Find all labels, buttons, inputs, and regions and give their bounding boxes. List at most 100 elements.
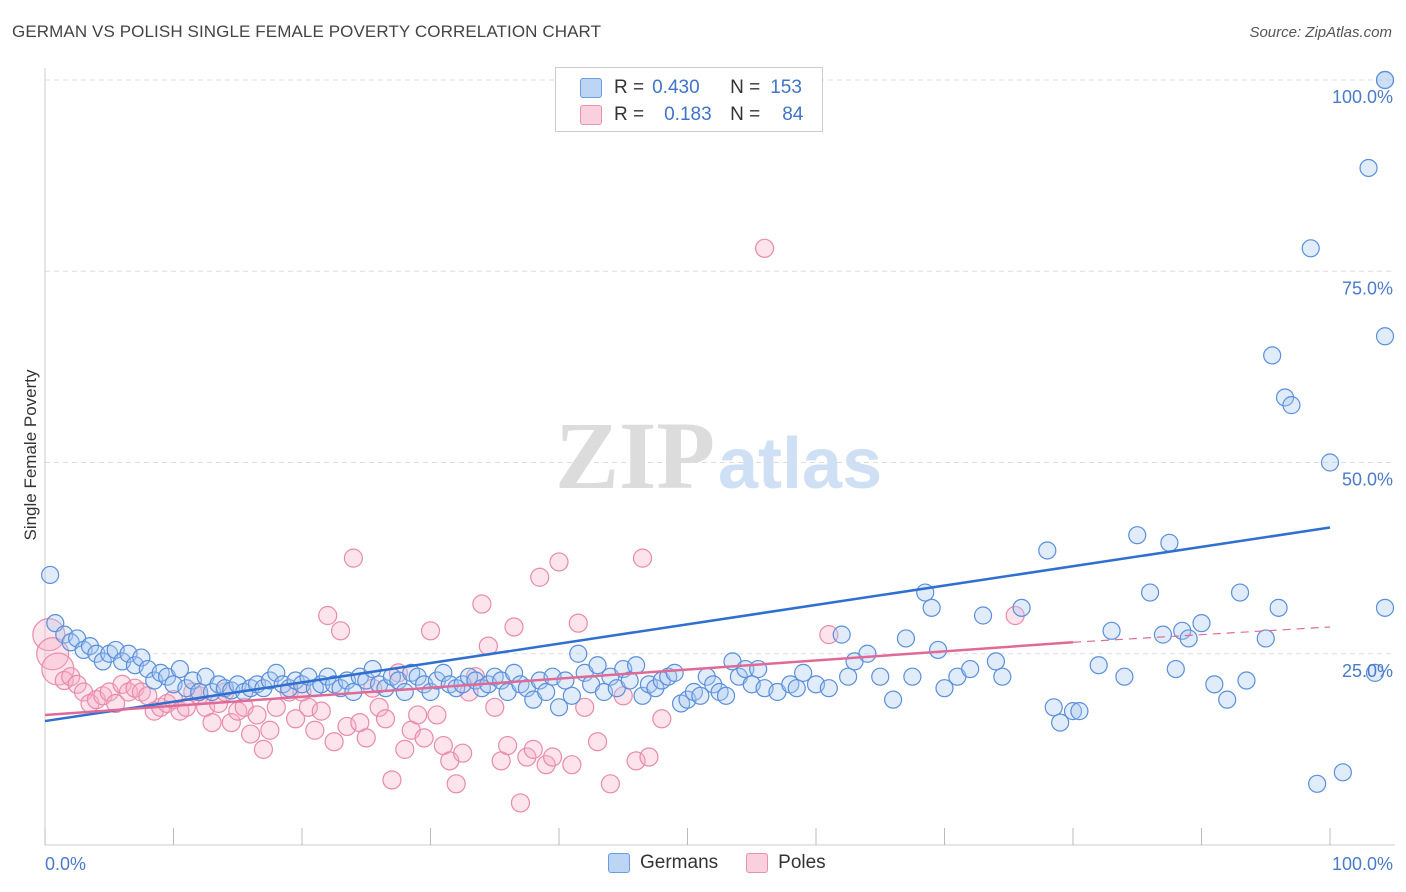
germans-point	[1140, 583, 1160, 602]
germans-point	[1269, 598, 1288, 617]
germans-point	[839, 667, 858, 686]
poles-point	[427, 705, 447, 725]
poles-trend-line	[44, 641, 1074, 717]
germans-point	[1333, 763, 1352, 782]
poles-point	[446, 774, 466, 794]
germans-point	[935, 679, 954, 698]
gridlines	[45, 79, 1395, 655]
germans-point	[626, 656, 646, 675]
stats-legend: R = 0.430 N = 153 R = 0.183 N = 84	[555, 67, 823, 132]
poles-point	[414, 728, 434, 748]
poles-point	[324, 732, 344, 752]
germans-point	[1179, 629, 1198, 648]
germans-point	[1230, 583, 1250, 602]
poles-point	[369, 697, 389, 717]
poles-point	[253, 739, 274, 759]
germans-point	[1102, 621, 1121, 640]
germans-point	[1044, 698, 1063, 717]
poles-point	[498, 735, 518, 756]
poles-point	[517, 747, 537, 767]
n-label: N =	[730, 104, 761, 125]
germans-point	[1153, 625, 1173, 644]
poles-point	[523, 739, 543, 759]
poles-point	[61, 667, 81, 687]
watermark-zip: ZIP	[555, 402, 715, 509]
germans-point	[961, 659, 980, 679]
poles-point	[266, 697, 286, 717]
germans-point	[896, 629, 916, 648]
germans-point	[883, 690, 903, 709]
germans-point	[922, 598, 941, 617]
germans-point	[973, 606, 993, 625]
germans-point	[1038, 541, 1057, 560]
poles-point	[600, 774, 621, 794]
source-label: Source: ZipAtlas.com	[1249, 24, 1392, 41]
germans-point	[1128, 526, 1147, 545]
poles-point	[112, 674, 132, 694]
poles-trend-extension	[1072, 626, 1331, 643]
germans-point	[1237, 671, 1256, 690]
poles-point	[395, 739, 415, 759]
germans-point	[1359, 158, 1378, 178]
poles-point	[632, 548, 653, 568]
germans-swatch	[580, 78, 602, 98]
poles-point	[504, 617, 524, 637]
y-tick-label: 25.0%	[1342, 661, 1393, 681]
r-value-poles: 0.183	[664, 104, 712, 125]
poles-point	[562, 755, 582, 775]
poles-point	[510, 793, 531, 813]
germans-point	[1308, 774, 1327, 793]
germans-point	[903, 667, 922, 686]
poles-point	[568, 613, 588, 633]
poles-point	[247, 705, 267, 725]
poles-point	[260, 720, 280, 740]
germans-point	[1375, 70, 1395, 90]
y-tick-labels: 25.0% 50.0% 75.0% 100.0%	[1332, 87, 1393, 681]
germans-point	[434, 663, 453, 682]
poles-point	[298, 697, 319, 717]
germans-point	[993, 667, 1012, 686]
n-value-germans: 153	[770, 77, 802, 98]
x-tick-label: 0.0%	[45, 854, 86, 874]
poles-point	[819, 625, 839, 645]
germans-point	[170, 659, 190, 679]
y-tick-label: 75.0%	[1342, 278, 1393, 298]
poles-point	[221, 712, 241, 733]
germans-point	[691, 686, 710, 705]
poles-legend-label: Poles	[778, 852, 826, 873]
legend-row-poles: R = 0.183 N = 84	[556, 101, 803, 129]
germans-point	[871, 667, 890, 686]
n-value-poles: 84	[782, 104, 804, 125]
germans-point	[1166, 659, 1185, 679]
germans-point	[1375, 327, 1395, 346]
germans-point	[267, 663, 286, 682]
poles-point	[472, 594, 492, 614]
germans-point	[858, 644, 877, 663]
bottom-legend: Germans Poles	[608, 852, 854, 874]
poles-point	[330, 621, 351, 641]
germans-point	[1263, 346, 1282, 365]
germans-point	[1051, 713, 1070, 732]
germans-point	[1205, 675, 1224, 694]
germans-trend-line	[44, 526, 1331, 723]
poles-point	[542, 747, 563, 767]
germans-point	[1301, 239, 1320, 258]
n-label: N =	[730, 77, 761, 98]
poles-point	[41, 652, 75, 686]
germans-point	[787, 679, 806, 698]
germans-point	[556, 671, 575, 690]
r-label: R =	[614, 104, 645, 125]
germans-point	[1089, 656, 1108, 675]
axes	[44, 68, 1395, 846]
germans-point	[363, 659, 382, 679]
poles-point	[337, 716, 357, 737]
x-tick-label: 100.0%	[1332, 854, 1393, 874]
y-tick-label: 100.0%	[1332, 87, 1393, 107]
germans-point	[549, 698, 569, 717]
poles-point	[587, 732, 608, 752]
poles-point	[754, 238, 775, 258]
germans-point	[928, 640, 948, 660]
germans-point	[588, 656, 607, 675]
germans-point	[620, 671, 639, 690]
germans-point	[537, 682, 556, 702]
